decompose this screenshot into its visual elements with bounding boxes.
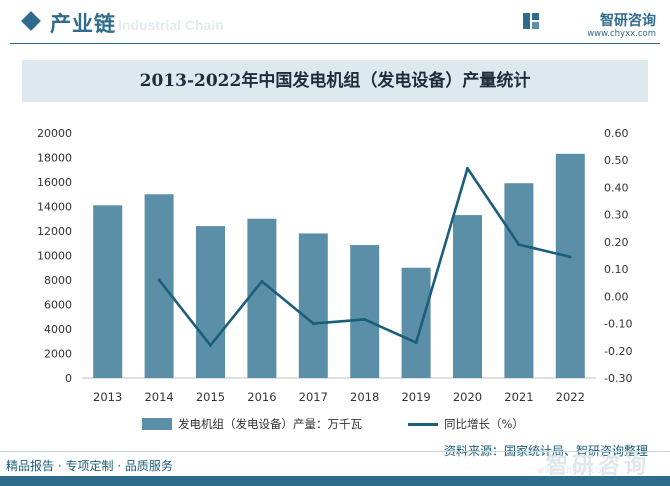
chart-title: 2013-2022年中国发电机组（发电设备）产量统计 <box>139 71 531 91</box>
legend-bar-label: 发电机组（发电设备）产量：万千瓦 <box>178 417 362 431</box>
y-left-tick-label: 8000 <box>44 274 72 287</box>
bar <box>93 205 123 378</box>
x-tick-label: 2013 <box>93 390 122 404</box>
bar <box>247 218 277 378</box>
header-divider <box>10 43 660 44</box>
y-left-tick-label: 20000 <box>37 127 72 140</box>
brand-url: www.chyxx.com <box>587 29 656 39</box>
growth-point <box>311 322 315 326</box>
section-title: 产业链 <box>50 12 116 36</box>
x-tick-label: 2021 <box>504 390 533 404</box>
growth-point <box>568 255 572 259</box>
y-right-tick-label: -0.20 <box>604 345 632 358</box>
legend-bar-swatch <box>142 418 172 430</box>
y-right-tick-label: 0.50 <box>604 154 629 167</box>
footer-url: www.chyxx.com <box>537 466 610 476</box>
bar <box>196 226 225 378</box>
x-tick-label: 2020 <box>453 390 482 404</box>
y-right-tick-label: 0.20 <box>604 236 629 249</box>
section-subtitle-ghost: Industrial Chain <box>118 17 224 33</box>
bar <box>555 153 585 378</box>
y-left-tick-label: 4000 <box>44 323 72 336</box>
legend-line-label: 同比增长（%） <box>444 417 524 431</box>
bar <box>144 194 174 378</box>
chart-legend: 发电机组（发电设备）产量：万千瓦 同比增长（%） <box>0 414 670 434</box>
growth-point <box>157 278 161 282</box>
growth-point <box>260 279 264 283</box>
y-left-tick-label: 10000 <box>37 250 72 263</box>
bar <box>504 183 534 378</box>
x-tick-label: 2022 <box>556 390 585 404</box>
y-left-tick-label: 16000 <box>37 176 72 189</box>
brand-logo-icon <box>523 13 539 29</box>
y-right-tick-label: 0.00 <box>604 290 629 303</box>
brand-name: 智研咨询 <box>600 13 656 29</box>
y-right-tick-label: 0.10 <box>604 263 629 276</box>
y-left-tick-label: 0 <box>65 372 72 385</box>
growth-point <box>517 243 521 247</box>
y-left-tick-label: 2000 <box>44 348 72 361</box>
y-right-tick-label: 0.40 <box>604 181 629 194</box>
chart-title-band: 2013-2022年中国发电机组（发电设备）产量统计 <box>22 60 648 102</box>
growth-point <box>414 341 418 345</box>
footer-tagline: 精品报告 · 专项定制 · 品质服务 <box>6 459 173 473</box>
growth-point <box>363 317 367 321</box>
brand-block: 智研咨询 www.chyxx.com <box>523 10 656 42</box>
y-left-tick-label: 12000 <box>37 225 72 238</box>
y-left-tick-label: 6000 <box>44 299 72 312</box>
combo-chart: 0 2000 4000 6000 8000 10000 12000 14000 16000 180… <box>37 127 632 404</box>
y-left-tick-label: 14000 <box>37 201 72 214</box>
y-right-tick-label: -0.30 <box>604 372 632 385</box>
page-header: 产业链 Industrial Chain 智研咨询 www.chyxx.com <box>0 0 670 48</box>
footer-brand: 智研咨询 <box>545 454 650 479</box>
bar <box>350 245 380 378</box>
y-right-tick-label: 0.30 <box>604 209 629 222</box>
y-left-tick-label: 18000 <box>37 152 72 165</box>
y-right-tick-label: -0.10 <box>604 318 632 331</box>
legend-line-swatch <box>408 423 438 426</box>
footer-divider <box>0 451 670 452</box>
y-right-tick-label: 0.60 <box>604 127 629 140</box>
x-tick-label: 2017 <box>299 390 328 404</box>
bar <box>401 267 431 378</box>
x-tick-label: 2014 <box>144 390 173 404</box>
x-tick-label: 2015 <box>196 390 225 404</box>
x-tick-label: 2016 <box>247 390 276 404</box>
footer-band <box>0 476 670 486</box>
x-tick-label: 2018 <box>350 390 379 404</box>
bar <box>298 233 328 378</box>
x-tick-label: 2019 <box>401 390 430 404</box>
bar <box>453 215 482 378</box>
growth-point <box>466 166 469 170</box>
growth-point <box>209 343 212 347</box>
